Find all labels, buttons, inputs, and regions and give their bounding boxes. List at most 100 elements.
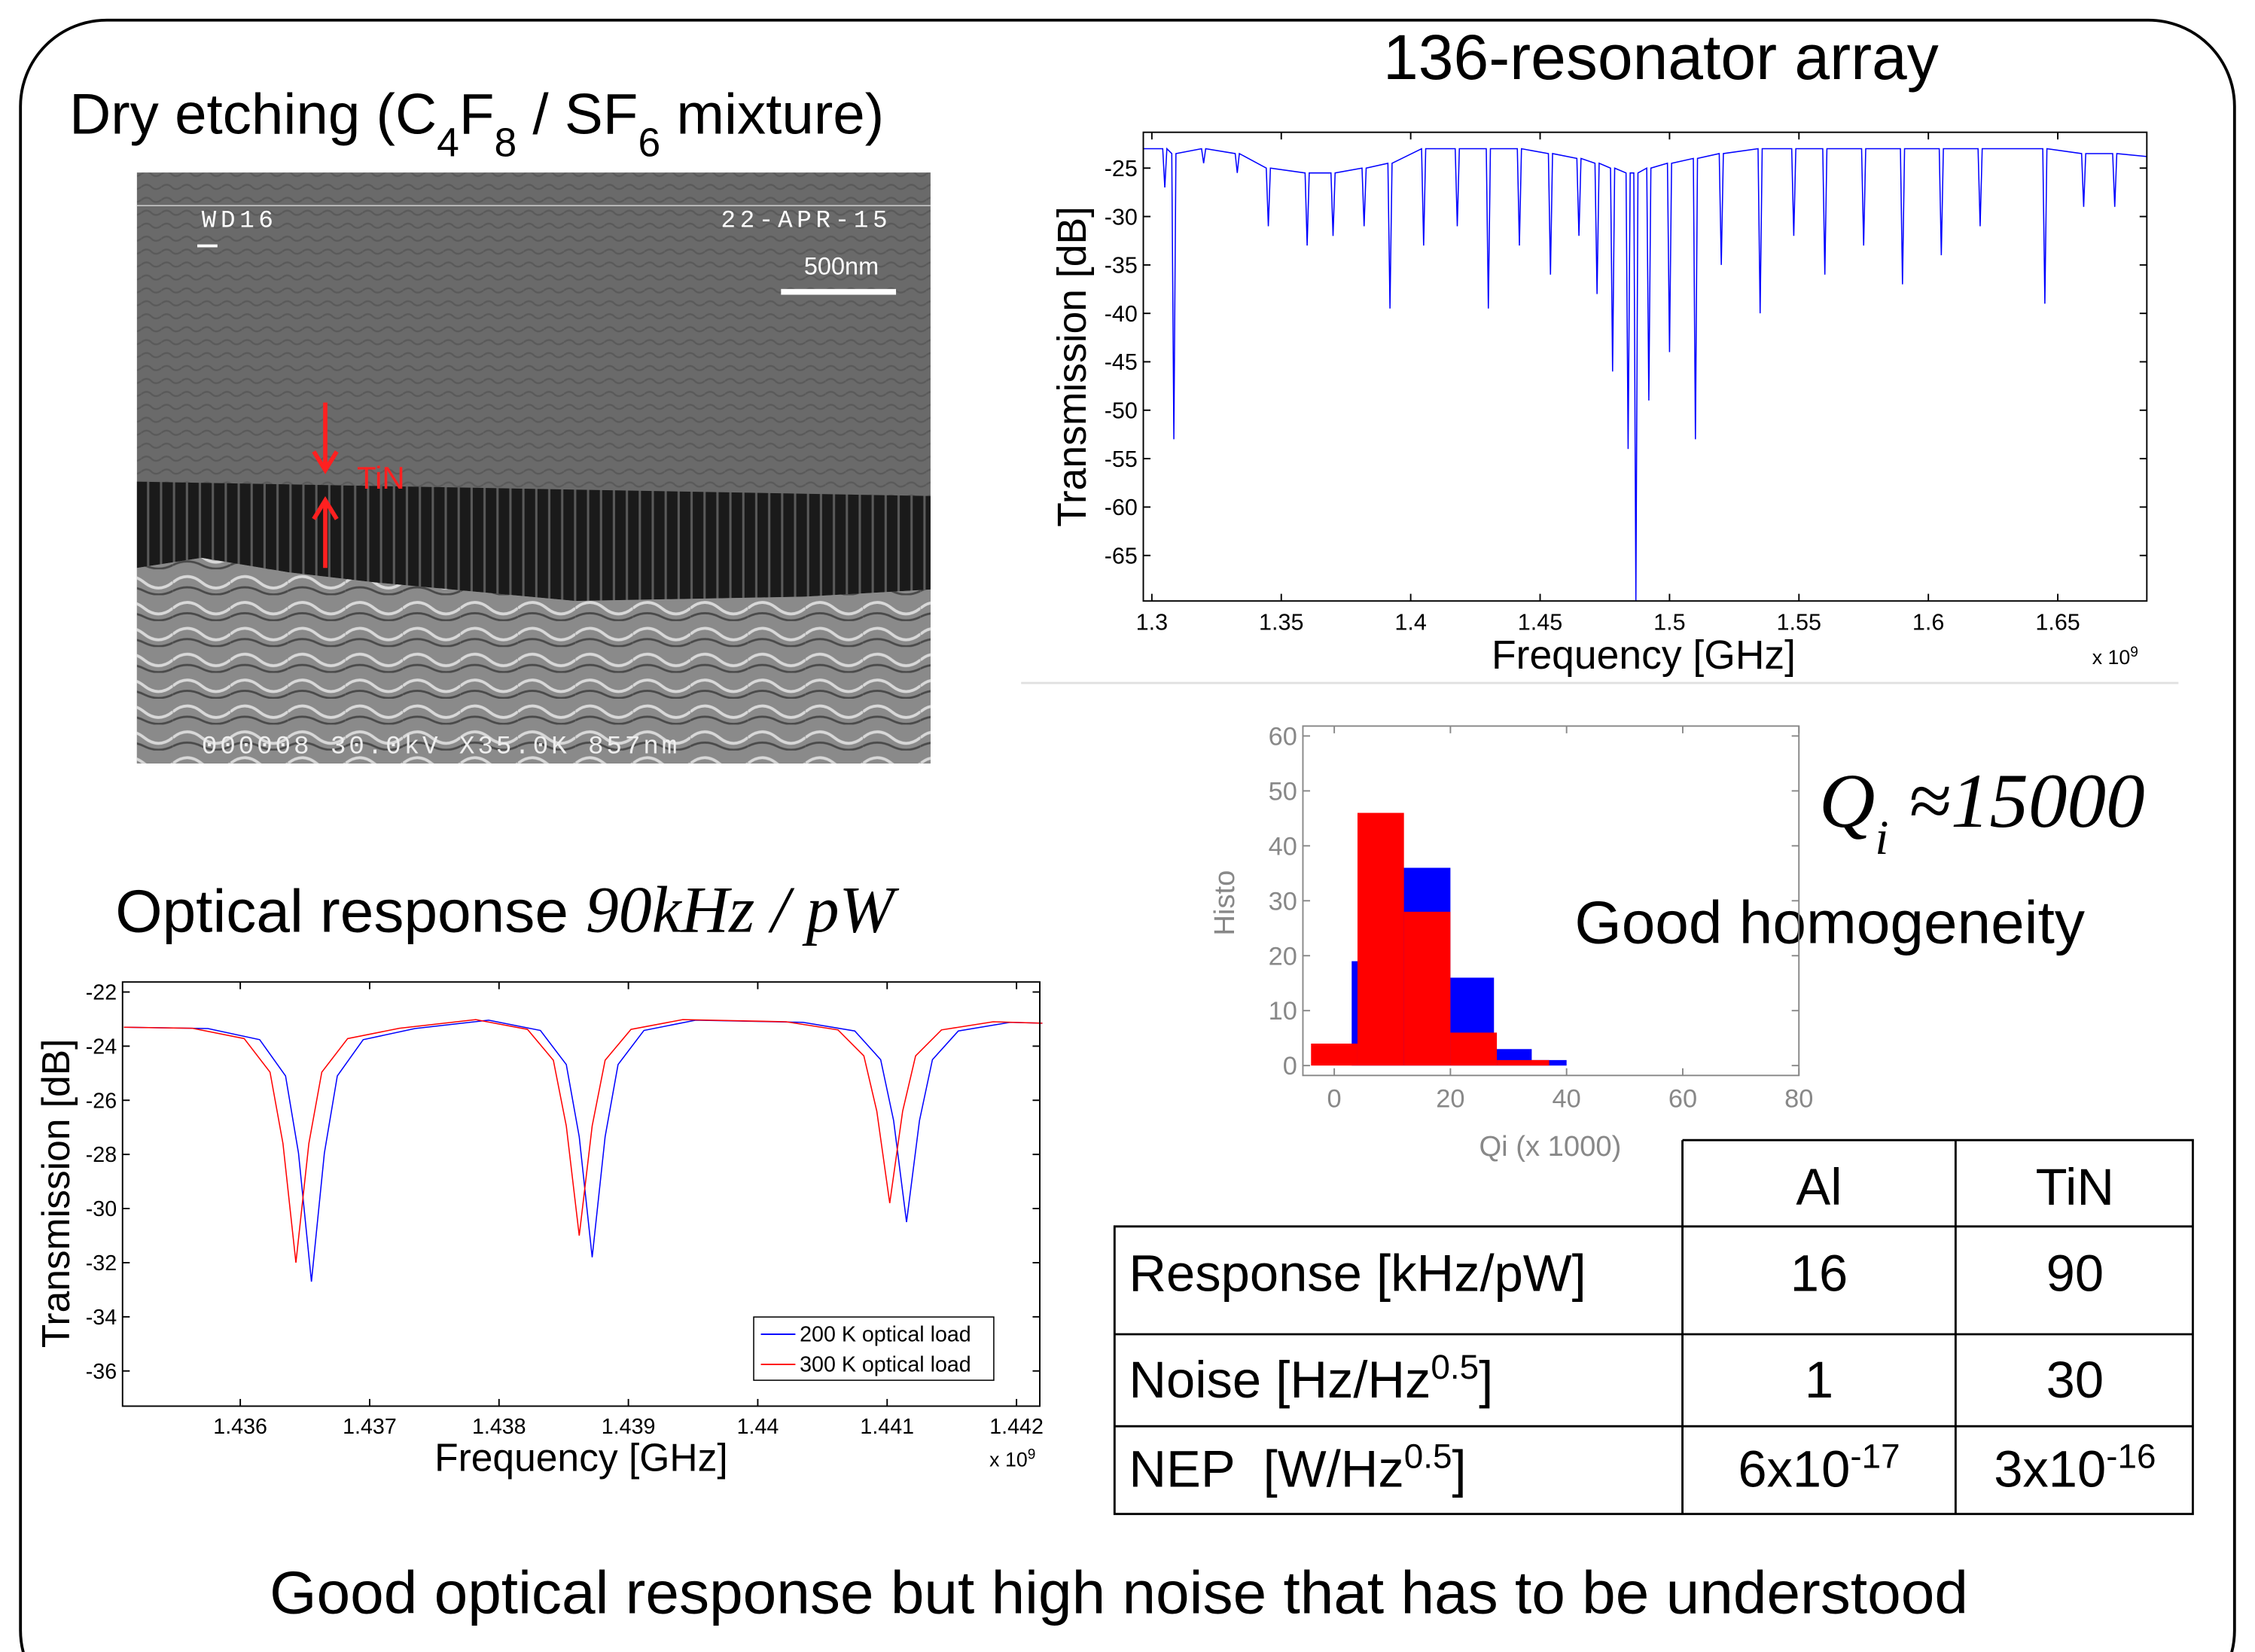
y-tick-label: -32 [86, 1251, 117, 1276]
y-tick-label: 10 [1269, 997, 1297, 1026]
y-tick-label: -34 [86, 1306, 117, 1330]
y-axis-label: Histo [1208, 870, 1241, 936]
table-cell: 3x10-16 [1994, 1437, 2156, 1498]
sem-title-part: / SF [517, 83, 638, 147]
y-tick-label: -22 [86, 981, 117, 1005]
y-axis-label: Transmission [dB] [34, 1039, 78, 1349]
x-tick-label: 1.65 [2035, 609, 2080, 635]
table-cell: 30 [2046, 1351, 2104, 1409]
legend-label: 300 K optical load [800, 1353, 971, 1377]
y-tick-label: -30 [1105, 204, 1138, 230]
table-cell-part: -17 [1850, 1437, 1900, 1475]
sem-title-part: 4 [437, 120, 459, 165]
sem-label: TiN [357, 460, 405, 495]
hist-bar [1450, 1032, 1498, 1066]
table-cell-part: 6x10 [1738, 1440, 1850, 1498]
qi-formula-part: i [1875, 811, 1888, 865]
x-tick-label: 40 [1553, 1084, 1581, 1113]
x-tick-label: 60 [1668, 1084, 1697, 1113]
hist-bar [1531, 1059, 1567, 1066]
legend-label: 200 K optical load [800, 1323, 971, 1347]
y-tick-label: -36 [86, 1360, 117, 1384]
y-tick-label: -55 [1105, 447, 1138, 472]
y-tick-label: -35 [1105, 253, 1138, 279]
x-multiplier: x 109 [989, 1446, 1035, 1471]
x-tick-label: 1.437 [343, 1415, 397, 1439]
table-cell: 6x10-17 [1738, 1437, 1900, 1498]
y-tick-label: -26 [86, 1089, 117, 1113]
x-tick-label: 1.438 [472, 1415, 526, 1439]
y-tick-label: -24 [86, 1035, 117, 1059]
table-cell-part: 16 [1790, 1245, 1848, 1303]
y-tick-label: 50 [1269, 777, 1297, 806]
x-tick-label: 1.44 [737, 1415, 779, 1439]
thickness-arrows [312, 402, 339, 568]
table-cell-part: Response [kHz/pW] [1129, 1245, 1586, 1303]
x-tick-label: 1.35 [1259, 609, 1303, 635]
table-cell-part: 90 [2046, 1245, 2104, 1303]
x-axis-label: Frequency [GHz] [1492, 633, 1796, 678]
optical-title: Optical response 90kHz / pW [115, 873, 899, 946]
table-cell: 16 [1790, 1245, 1848, 1303]
conclusion: Good optical response but high noise tha… [270, 1558, 1968, 1626]
x-tick-label: 1.55 [1777, 609, 1821, 635]
optical-formula: 90kHz / pW [586, 873, 900, 946]
table-cell: 90 [2046, 1245, 2104, 1303]
y-tick-label: -30 [86, 1197, 117, 1221]
y-tick-label: 30 [1269, 887, 1297, 916]
x-multiplier-part: x 10 [989, 1449, 1028, 1471]
y-tick-label: -45 [1105, 349, 1138, 375]
homogeneity: Good homogeneity [1574, 888, 2085, 956]
table-cell-part: 30 [2046, 1351, 2104, 1409]
y-tick-label: -28 [86, 1143, 117, 1167]
legend-box [753, 1316, 995, 1381]
sem-title-part: mixture) [660, 83, 884, 147]
x-axis-label: Frequency [GHz] [434, 1435, 728, 1479]
table-cell-part: 3x10 [1994, 1440, 2106, 1498]
scale-bar [781, 288, 897, 295]
table-cell-part: 0.5 [1404, 1437, 1452, 1475]
x-multiplier-part: 9 [2130, 645, 2138, 660]
table-cell: NEP [W/Hz0.5] [1129, 1437, 1466, 1498]
y-tick-label: -50 [1105, 398, 1138, 423]
x-axis-label: Qi (x 1000) [1479, 1130, 1621, 1163]
y-tick-label: -40 [1105, 301, 1138, 327]
x-tick-label: 80 [1784, 1084, 1813, 1113]
y-tick-label: 60 [1269, 722, 1297, 751]
sem-substrate [136, 557, 931, 764]
sem-title-part: 8 [494, 120, 517, 165]
y-tick-label: -60 [1105, 495, 1138, 520]
y-tick-label: 20 [1269, 942, 1297, 971]
x-tick-label: 1.442 [989, 1415, 1044, 1439]
sem-title-part: Dry etching (C [69, 83, 437, 147]
x-multiplier: x 109 [2092, 645, 2138, 669]
y-tick-label: 40 [1269, 832, 1297, 861]
table-cell-part: ] [1452, 1440, 1466, 1498]
x-tick-label: 1.3 [1136, 609, 1168, 635]
x-tick-label: 1.441 [860, 1415, 914, 1439]
y-tick-label: 0 [1283, 1052, 1297, 1081]
axes-frame [121, 981, 1041, 1407]
sem-label: WD16 [202, 207, 278, 235]
sem-marker [197, 244, 218, 248]
hist-bar [1357, 812, 1404, 1066]
axes-frame [1142, 131, 2148, 602]
table-cell: 1 [1805, 1351, 1833, 1409]
table [1113, 1138, 2194, 1516]
table-grid [1113, 1138, 2194, 1516]
qi-formula: Qi ≈15000 [1819, 758, 2145, 865]
table-cell-part: ] [1479, 1351, 1493, 1409]
chart-title: 136-resonator array [1383, 22, 1939, 93]
sem-title: Dry etching (C4F8 / SF6 mixture) [69, 83, 884, 166]
x-tick-label: 1.6 [1912, 609, 1944, 635]
y-tick-label: -65 [1105, 543, 1138, 568]
sem-image [136, 172, 931, 764]
data-line [1143, 147, 2147, 602]
y-tick-label: -25 [1105, 156, 1138, 181]
x-multiplier-part: x 10 [2092, 646, 2131, 669]
x-tick-label: 1.4 [1394, 609, 1426, 635]
x-tick-label: 1.5 [1653, 609, 1685, 635]
table-header: Al [1796, 1158, 1842, 1216]
data-line [123, 1020, 1043, 1282]
